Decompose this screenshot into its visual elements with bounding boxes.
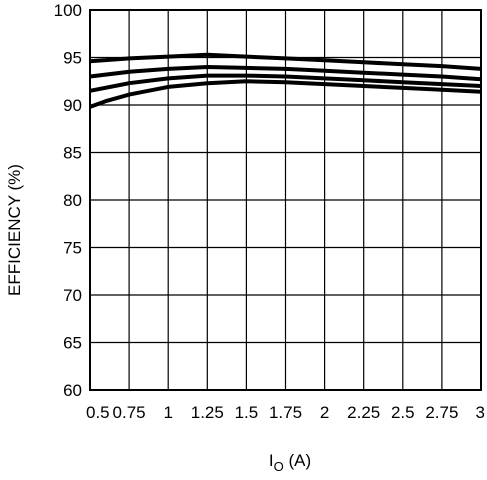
x-axis-label-main: I — [269, 451, 274, 470]
x-axis-label-subscript: O — [274, 459, 284, 474]
y-tick-label: 70 — [63, 286, 82, 305]
x-axis-label-unit: (A) — [284, 451, 311, 470]
x-tick-label: 1.25 — [191, 403, 224, 422]
y-tick-label: 80 — [63, 191, 82, 210]
y-tick-label: 100 — [54, 1, 82, 20]
x-tick-label: 2.25 — [347, 403, 380, 422]
x-tick-label: 2.75 — [425, 403, 458, 422]
x-tick-label: 1 — [163, 403, 172, 422]
series-group — [89, 52, 482, 109]
y-tick-label: 75 — [63, 239, 82, 258]
y-tick-label: 85 — [63, 144, 82, 163]
y-tick-label: 65 — [63, 334, 82, 353]
x-tick-label: 3 — [476, 403, 485, 422]
x-tick-labels: 0.5 0.75 1 1.25 1.5 1.75 2 2.25 2.5 2.75 3 — [86, 403, 485, 422]
x-axis-label: IO (A) — [269, 451, 311, 474]
x-tick-label: 0.5 — [86, 403, 110, 422]
x-tick-label: 1.5 — [235, 403, 259, 422]
y-tick-labels: 60 65 70 75 80 85 90 95 100 — [54, 1, 82, 400]
y-tick-label: 95 — [63, 49, 82, 68]
y-tick-label: 60 — [63, 381, 82, 400]
x-tick-label: 2 — [320, 403, 329, 422]
series-line-4 — [89, 79, 482, 109]
series-line-1 — [89, 52, 482, 71]
plot-frame — [89, 9, 482, 391]
series-line-2 — [89, 65, 482, 82]
y-axis-label: EFFICIENCY (%) — [5, 164, 24, 296]
series-line-3 — [89, 73, 482, 93]
y-tick-label: 90 — [63, 96, 82, 115]
x-tick-label: 0.75 — [113, 403, 146, 422]
x-tick-label: 1.75 — [269, 403, 302, 422]
x-tick-label: 2.5 — [391, 403, 415, 422]
